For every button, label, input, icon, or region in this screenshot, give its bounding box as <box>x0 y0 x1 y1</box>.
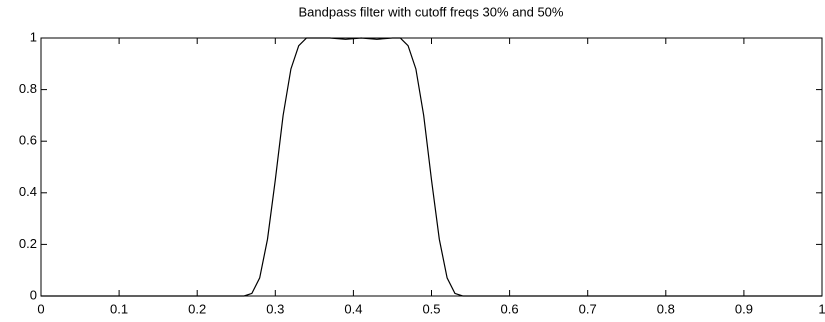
plot-frame <box>40 37 823 297</box>
y-tick-label: 1 <box>30 29 37 44</box>
x-tick-label: 0 <box>37 301 44 316</box>
y-tick-label: 0.6 <box>19 133 37 148</box>
x-tick-label: 0.3 <box>266 301 284 316</box>
y-tick-label: 0.8 <box>19 81 37 96</box>
x-tick-label: 0.7 <box>579 301 597 316</box>
y-tick-label: 0.2 <box>19 236 37 251</box>
x-tick-label: 0.2 <box>188 301 206 316</box>
chart-title: Bandpass filter with cutoff freqs 30% an… <box>299 4 564 19</box>
x-tick-label: 0.4 <box>344 301 362 316</box>
y-tick-label: 0 <box>30 287 37 302</box>
line-series <box>41 37 822 297</box>
x-tick-label: 0.5 <box>422 301 440 316</box>
x-tick-label: 0.6 <box>501 301 519 316</box>
x-tick-label: 0.8 <box>657 301 675 316</box>
x-tick-label: 1 <box>818 301 825 316</box>
x-tick-label: 0.9 <box>735 301 753 316</box>
x-tick-label: 0.1 <box>110 301 128 316</box>
y-tick-label: 0.4 <box>19 184 37 199</box>
